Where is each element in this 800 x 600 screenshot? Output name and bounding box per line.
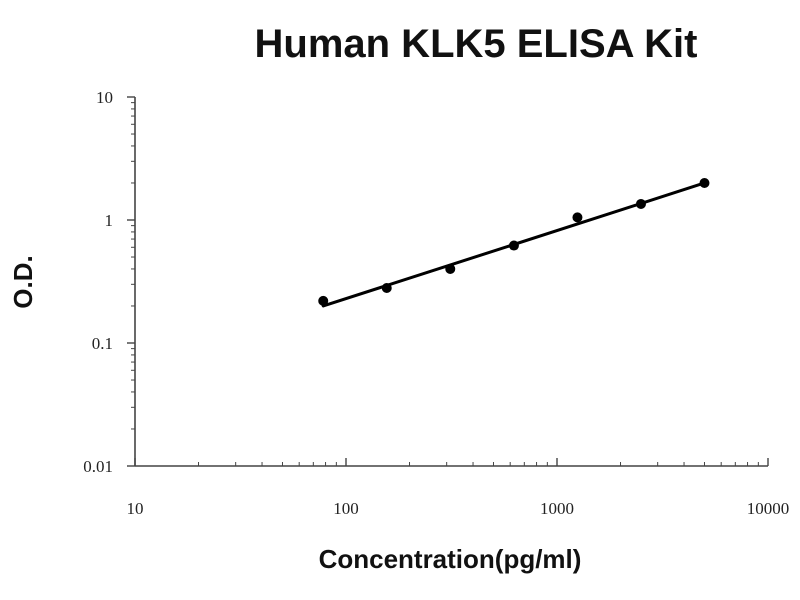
data-point	[318, 295, 329, 306]
data-point	[572, 212, 583, 223]
chart-title: Human KLK5 ELISA Kit	[255, 22, 698, 66]
x-tick-label: 10000	[747, 499, 790, 518]
data-points	[318, 177, 710, 306]
data-point	[699, 177, 710, 188]
data-point	[635, 198, 646, 209]
tick-labels: 0.01 0.1 1 10 10 100 1000 10000	[83, 88, 789, 518]
data-point	[381, 282, 392, 293]
y-tick-label: 0.1	[92, 334, 113, 353]
x-tick-label: 1000	[540, 499, 574, 518]
y-tick-label: 10	[96, 88, 113, 107]
data-point	[445, 263, 456, 274]
y-axis-label: O.D.	[8, 255, 38, 308]
y-tick-label: 1	[105, 211, 114, 230]
y-tick-label: 0.01	[83, 457, 113, 476]
x-axis-label: Concentration(pg/ml)	[319, 544, 582, 574]
x-tick-label: 10	[127, 499, 144, 518]
x-tick-label: 100	[333, 499, 359, 518]
data-point	[508, 240, 519, 251]
axes	[127, 96, 769, 467]
